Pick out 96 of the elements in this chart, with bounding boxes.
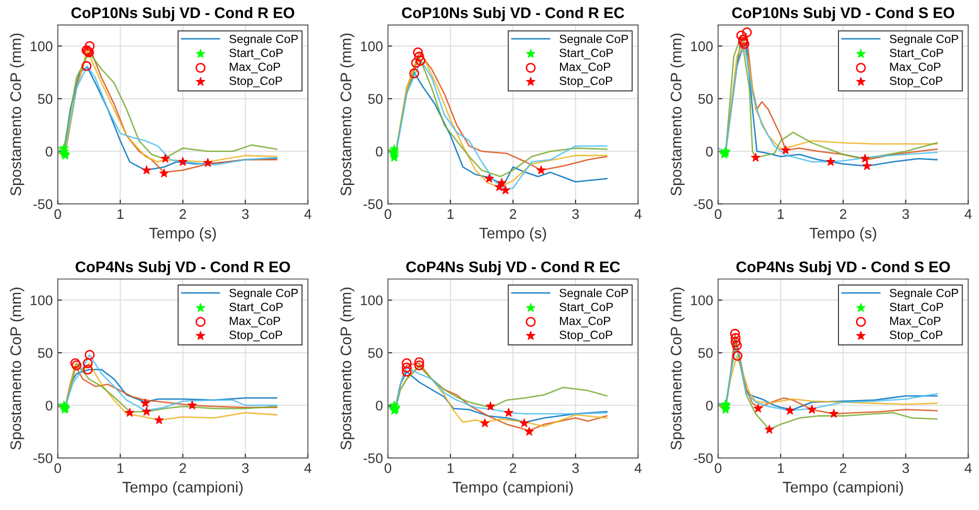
legend-label: Stop_CoP xyxy=(890,330,942,342)
legend-label: Stop_CoP xyxy=(560,76,612,88)
legend-label: Start_CoP xyxy=(229,302,283,314)
y-tick-label: -50 xyxy=(694,453,713,464)
y-tick-label: 50 xyxy=(368,348,383,358)
x-tick-label: 0 xyxy=(714,209,722,219)
legend-label: Segnale CoP xyxy=(229,288,298,300)
x-tick-label: 0 xyxy=(714,463,722,474)
y-axis-title: Spostamento CoP (mm) xyxy=(10,34,24,196)
x-axis-title: Tempo (campioni) xyxy=(452,481,573,496)
legend-label: Start_CoP xyxy=(560,48,613,60)
x-tick-label: 4 xyxy=(634,463,642,473)
x-tick-label: 0 xyxy=(54,209,62,219)
x-tick-label: 2 xyxy=(180,209,186,219)
y-tick-label: 100 xyxy=(30,41,52,52)
y-axis-title: Spostamento CoP (mm) xyxy=(670,288,685,450)
x-tick-label: 1 xyxy=(117,209,124,219)
legend-label: Segnale CoP xyxy=(560,34,628,46)
x-axis-title: Tempo (campioni) xyxy=(122,481,243,496)
chart-title: CoP10Ns Subj VD - Cond S EO xyxy=(732,6,954,22)
legend-label: Max_CoP xyxy=(230,316,280,328)
x-tick-label: 1 xyxy=(778,209,784,219)
y-tick-label: 50 xyxy=(38,94,52,104)
legend-label: Start_CoP xyxy=(560,302,613,314)
x-axis-title: Tempo (campioni) xyxy=(782,481,903,496)
x-tick-label: 3 xyxy=(242,209,249,219)
legend-label: Max_CoP xyxy=(560,316,610,328)
y-tick-label: 0 xyxy=(706,146,713,156)
y-tick-label: 0 xyxy=(46,400,52,411)
legend-label: Start_CoP xyxy=(890,302,944,314)
y-axis-title: Spostamento CoP (mm) xyxy=(670,34,685,196)
y-tick-label: -50 xyxy=(694,199,713,210)
legend-label: Max_CoP xyxy=(230,62,280,74)
x-tick-label: 4 xyxy=(964,209,972,219)
y-tick-label: 0 xyxy=(706,400,713,411)
x-tick-label: 2 xyxy=(510,463,516,473)
x-tick-label: 4 xyxy=(634,209,642,219)
legend-label: Segnale CoP xyxy=(560,288,628,300)
y-tick-label: 100 xyxy=(691,41,713,52)
x-tick-label: 3 xyxy=(572,209,579,219)
legend-label: Stop_CoP xyxy=(229,330,282,342)
y-tick-label: 0 xyxy=(376,400,383,411)
legend-label: Segnale CoP xyxy=(890,34,958,46)
y-axis-title: Spostamento CoP (mm) xyxy=(340,288,354,450)
x-axis-title: Tempo (s) xyxy=(149,227,216,242)
y-tick-label: 50 xyxy=(368,94,383,104)
x-tick-label: 3 xyxy=(242,463,249,474)
legend-label: Max_CoP xyxy=(890,316,940,328)
y-tick-label: 50 xyxy=(698,348,713,358)
chart-title: CoP4Ns Subj VD - Cond R EC xyxy=(406,261,620,276)
y-tick-label: -50 xyxy=(364,453,383,464)
y-tick-label: 50 xyxy=(38,348,52,358)
y-axis-title: Spostamento CoP (mm) xyxy=(10,288,24,450)
legend-label: Start_CoP xyxy=(890,48,944,60)
y-tick-label: 100 xyxy=(691,295,713,306)
legend-label: Stop_CoP xyxy=(229,76,282,88)
x-tick-label: 2 xyxy=(510,209,516,219)
x-tick-label: 3 xyxy=(902,463,909,474)
chart-title: CoP10Ns Subj VD - Cond R EC xyxy=(402,6,624,22)
legend-label: Max_CoP xyxy=(890,62,940,74)
legend-label: Stop_CoP xyxy=(890,76,942,88)
y-tick-label: 0 xyxy=(46,146,52,156)
x-tick-label: 1 xyxy=(778,463,784,473)
x-tick-label: 1 xyxy=(448,463,454,473)
x-tick-label: 1 xyxy=(448,209,454,219)
y-tick-label: 0 xyxy=(376,146,383,156)
legend-label: Max_CoP xyxy=(560,62,610,74)
x-tick-label: 0 xyxy=(384,209,392,219)
x-tick-label: 2 xyxy=(180,463,186,473)
x-tick-label: 0 xyxy=(54,463,62,474)
chart-title: CoP4Ns Subj VD - Cond S EO xyxy=(736,261,950,276)
x-tick-label: 3 xyxy=(902,209,909,219)
y-axis-title: Spostamento CoP (mm) xyxy=(340,34,354,196)
x-tick-label: 0 xyxy=(384,463,392,474)
legend-label: Start_CoP xyxy=(229,48,283,60)
x-axis-title: Tempo (s) xyxy=(479,227,546,242)
y-tick-label: 100 xyxy=(360,41,383,52)
x-tick-label: 2 xyxy=(840,209,846,219)
x-tick-label: 4 xyxy=(304,463,312,473)
x-tick-label: 4 xyxy=(304,209,312,219)
legend-label: Segnale CoP xyxy=(229,34,298,46)
chart-title: CoP4Ns Subj VD - Cond R EO xyxy=(76,261,290,276)
y-tick-label: 100 xyxy=(360,295,383,306)
x-tick-label: 4 xyxy=(964,463,972,473)
x-axis-title: Tempo (s) xyxy=(810,227,876,242)
y-tick-label: -50 xyxy=(33,199,52,210)
x-tick-label: 2 xyxy=(840,463,846,473)
legend-label: Segnale CoP xyxy=(890,288,958,300)
y-tick-label: -50 xyxy=(33,453,52,464)
legend-label: Stop_CoP xyxy=(560,330,612,342)
y-tick-label: 100 xyxy=(30,295,52,306)
x-tick-label: 3 xyxy=(572,463,579,474)
x-tick-label: 1 xyxy=(117,463,124,473)
y-tick-label: 50 xyxy=(698,94,713,104)
y-tick-label: -50 xyxy=(364,199,383,210)
chart-title: CoP10Ns Subj VD - Cond R EO xyxy=(71,6,294,22)
